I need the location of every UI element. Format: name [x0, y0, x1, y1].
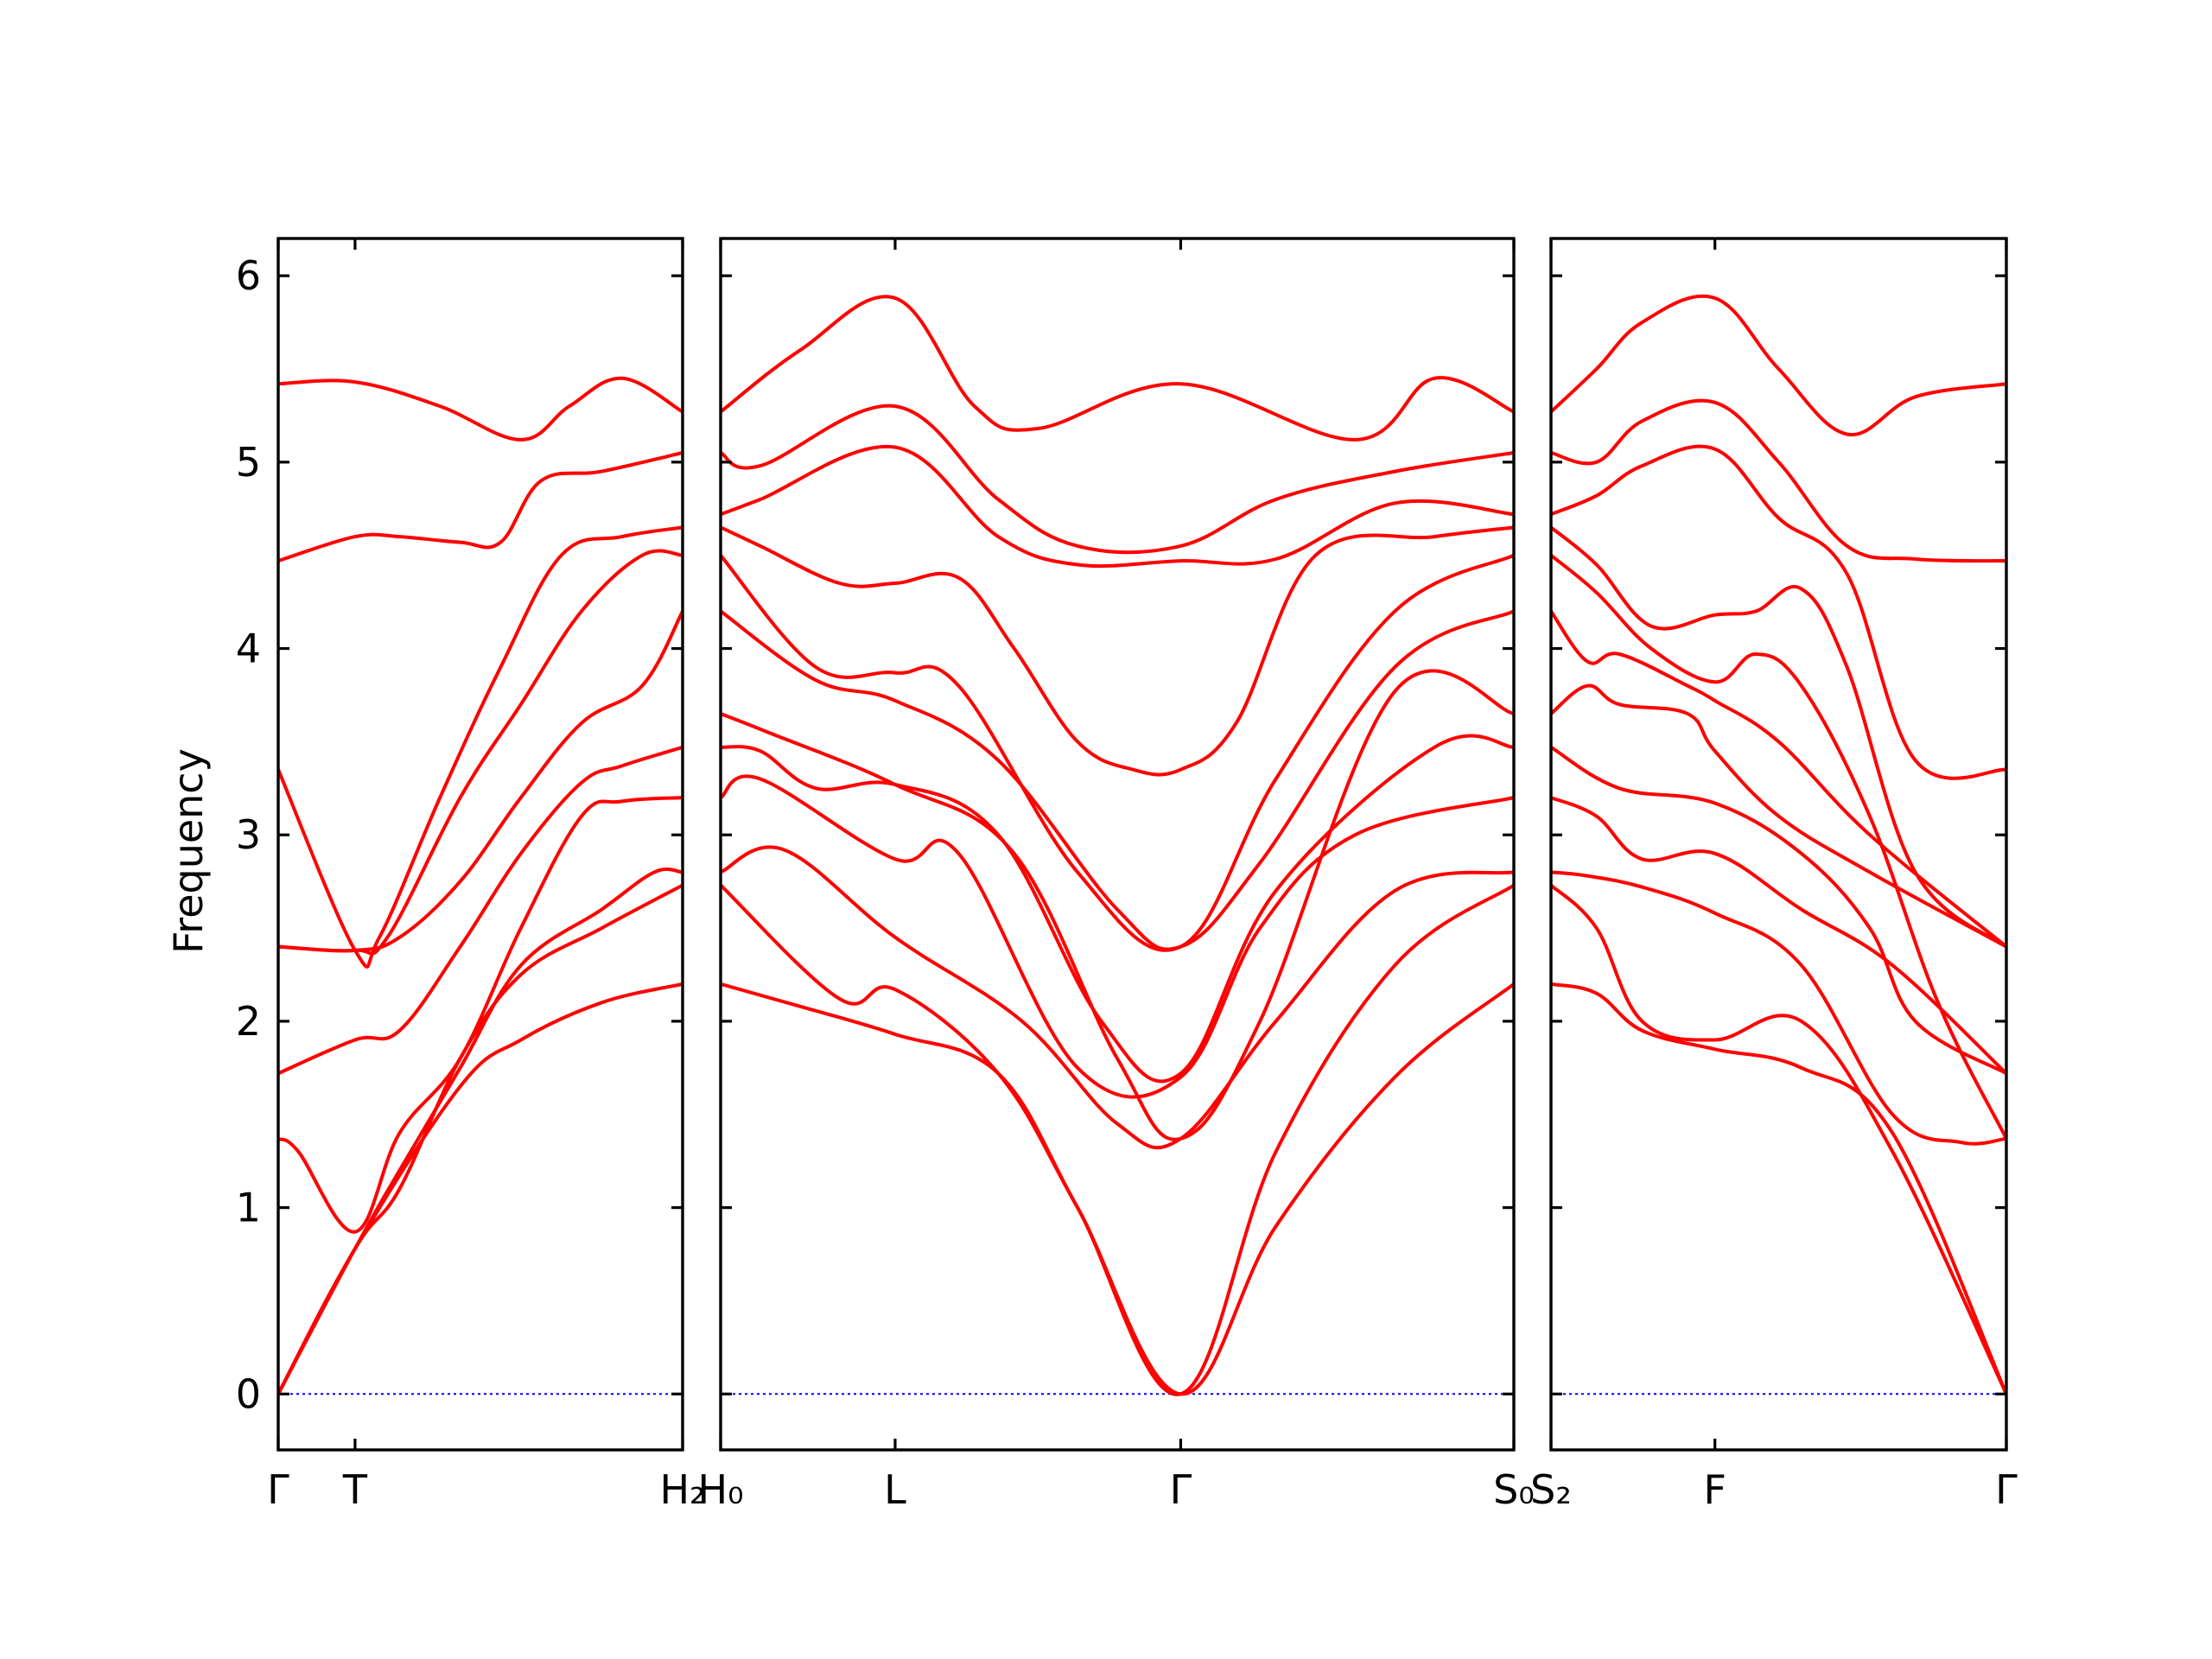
y-tick-label: 5	[236, 439, 261, 486]
panel-3-band-3	[1551, 870, 2006, 1146]
y-tick-label: 4	[236, 626, 261, 672]
panel-3-band-11	[1551, 398, 2006, 563]
panel-1-frame	[276, 237, 684, 1452]
panel-1-band-10	[278, 376, 683, 442]
y-tick-label: 2	[236, 998, 261, 1045]
x-tick-label: F	[1703, 1466, 1726, 1513]
panel-1-band-6	[278, 609, 683, 953]
panel-1-band-9	[278, 451, 683, 563]
x-tick-label: Γ	[1170, 1466, 1192, 1513]
panel-3-band-9	[1551, 525, 2006, 949]
panel-1-band-5	[278, 745, 683, 1076]
panel-2-band-4	[721, 774, 1514, 1099]
y-axis-label: Frequency	[165, 748, 212, 954]
panel-3-band-5	[1551, 745, 2006, 1076]
panel-3-band-6	[1551, 683, 2006, 949]
panel-3-band-1	[1551, 982, 2006, 1396]
y-tick-label: 1	[236, 1185, 261, 1231]
panel-1-band-2	[278, 883, 683, 1396]
x-tick-label: H₂	[659, 1466, 705, 1513]
panel-1-band-7	[278, 549, 683, 956]
panel-1-band-3	[278, 867, 683, 1396]
panel-1-band-4	[278, 796, 683, 1234]
panel-2-band-3	[721, 845, 1514, 1150]
panel-2-band-6	[721, 669, 1514, 1141]
panel-3-band-2	[1551, 883, 2006, 1396]
panel-3-bands	[1551, 294, 2006, 1396]
panel-2-bands	[721, 295, 1514, 1396]
x-tick-label: S₂	[1530, 1466, 1572, 1513]
panel-2-band-9	[721, 525, 1514, 777]
panel-1-bands	[278, 376, 683, 1396]
panel-2-band-7	[721, 609, 1514, 951]
y-tick-label: 0	[236, 1370, 261, 1417]
panel-2-band-2	[721, 883, 1514, 1396]
panel-3-frame	[1549, 237, 2008, 1452]
x-tick-label: L	[884, 1466, 906, 1513]
panel-2-band-8	[721, 553, 1514, 952]
panel-2-band-11	[721, 404, 1514, 555]
y-tick-label: 6	[236, 252, 261, 299]
panel-1-band-8	[278, 525, 683, 969]
x-tick-label: Γ	[1995, 1466, 2018, 1513]
panel-3-band-10	[1551, 444, 2006, 780]
panel-2-band-10	[721, 444, 1514, 569]
x-tick-label: S₀	[1493, 1466, 1535, 1513]
frames-layer	[276, 237, 2008, 1452]
bands-layer	[278, 294, 2006, 1396]
y-tick-label: 3	[236, 811, 261, 858]
panel-3-band-12	[1551, 294, 2006, 437]
panel-2-frame	[719, 237, 1516, 1452]
x-tick-label: H₀	[697, 1466, 743, 1513]
panel-2-band-12	[721, 295, 1514, 442]
x-tick-label: Γ	[267, 1466, 289, 1513]
panel-3-band-4	[1551, 796, 2006, 1076]
x-tick-label: T	[342, 1466, 368, 1513]
panel-3-band-8	[1551, 553, 2006, 1141]
